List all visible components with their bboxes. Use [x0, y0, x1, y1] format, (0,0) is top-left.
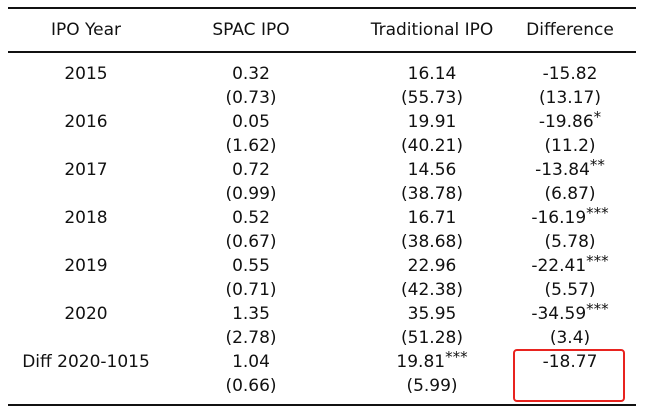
cell-trad: 16.14	[338, 62, 526, 86]
cell-value: 22.96	[407, 256, 457, 276]
cell-spac-se: (0.66)	[225, 376, 277, 396]
cell-trad: 16.71	[338, 206, 526, 230]
cell-value: 2016	[64, 112, 108, 132]
cell-value: 2018	[64, 208, 108, 228]
cell-year: 2018	[8, 206, 164, 230]
cell-spac-se: (1.62)	[225, 136, 277, 156]
significance-stars: **	[589, 156, 605, 174]
cell-diff: -22.41***	[510, 252, 630, 278]
cell-value: 35.95	[407, 304, 457, 324]
cell-trad-se: (42.38)	[401, 280, 463, 300]
cell-spac: 0.05	[164, 110, 338, 134]
cell-year: 2020	[8, 302, 164, 326]
cell-spac-se: (0.71)	[225, 280, 277, 300]
cell-spac-se: (0.73)	[225, 88, 277, 108]
significance-stars: ***	[445, 348, 468, 366]
cell-year: 2015	[8, 62, 164, 86]
cell-value: -13.84	[535, 160, 590, 180]
cell-value: -22.41	[531, 256, 587, 276]
cell-diff: -15.82	[510, 62, 630, 86]
cell-value: Diff 2020-1015	[22, 352, 150, 372]
cell-spac: 0.55	[164, 254, 338, 278]
cell-trad-se: (55.73)	[401, 88, 463, 108]
cell-spac: 0.52	[164, 206, 338, 230]
cell-trad-se: (38.78)	[401, 184, 463, 204]
table-header-rule	[8, 51, 636, 53]
cell-value: 0.52	[232, 208, 270, 228]
header-traditional-ipo: Traditional IPO	[370, 20, 494, 40]
cell-diff-se: (6.87)	[544, 184, 596, 204]
table-bottom-rule	[8, 404, 636, 406]
cell-spac: 1.35	[164, 302, 338, 326]
cell-value: 2019	[64, 256, 108, 276]
cell-trad-se: (51.28)	[401, 328, 463, 348]
header-spac-ipo: SPAC IPO	[212, 20, 290, 40]
header-difference: Difference	[526, 20, 614, 40]
cell-trad: 14.56	[338, 158, 526, 182]
cell-diff: -13.84**	[510, 156, 630, 182]
cell-year: 2016	[8, 110, 164, 134]
cell-value: 0.05	[232, 112, 270, 132]
table-top-rule	[8, 7, 636, 9]
cell-value: -16.19	[531, 208, 587, 228]
cell-trad-se: (38.68)	[401, 232, 463, 252]
cell-year: 2017	[8, 158, 164, 182]
cell-diff-se: (11.2)	[544, 136, 596, 156]
cell-value: 19.81	[396, 352, 446, 372]
cell-year: 2019	[8, 254, 164, 278]
significance-stars: *	[593, 108, 602, 126]
cell-value: 2020	[64, 304, 108, 324]
significance-stars: ***	[586, 204, 609, 222]
cell-spac: 1.04	[164, 350, 338, 374]
cell-trad-se: (5.99)	[406, 376, 458, 396]
cell-diff-se: (13.17)	[539, 88, 601, 108]
cell-spac: 0.32	[164, 62, 338, 86]
cell-trad: 19.81***	[338, 348, 526, 374]
cell-value: 2017	[64, 160, 108, 180]
significance-stars: ***	[586, 300, 609, 318]
cell-value: 1.04	[232, 352, 270, 372]
cell-spac-se: (2.78)	[225, 328, 277, 348]
cell-trad: 35.95	[338, 302, 526, 326]
cell-spac-se: (0.99)	[225, 184, 277, 204]
cell-value: 2015	[64, 64, 108, 84]
cell-value: 0.55	[232, 256, 270, 276]
cell-diff-se: (5.57)	[544, 280, 596, 300]
cell-diff-se: (3.4)	[549, 328, 591, 348]
cell-spac-se: (0.67)	[225, 232, 277, 252]
cell-spac: 0.72	[164, 158, 338, 182]
cell-value: 16.71	[407, 208, 457, 228]
cell-trad-se: (40.21)	[401, 136, 463, 156]
cell-diff: -16.19***	[510, 204, 630, 230]
highlight-box	[513, 349, 625, 402]
cell-diff: -34.59***	[510, 300, 630, 326]
cell-value: -19.86	[538, 112, 594, 132]
cell-value: -18.77	[542, 352, 598, 372]
cell-diff: -18.77	[510, 350, 630, 374]
cell-diff-se: (5.78)	[544, 232, 596, 252]
cell-trad: 19.91	[338, 110, 526, 134]
cell-value: 14.56	[407, 160, 457, 180]
cell-year: Diff 2020-1015	[8, 350, 164, 374]
significance-stars: ***	[586, 252, 609, 270]
cell-value: 0.32	[232, 64, 270, 84]
cell-value: 0.72	[232, 160, 270, 180]
header-ipo-year: IPO Year	[50, 20, 122, 40]
cell-diff: -19.86*	[510, 108, 630, 134]
cell-value: -15.82	[542, 64, 598, 84]
cell-trad: 22.96	[338, 254, 526, 278]
cell-value: -34.59	[531, 304, 587, 324]
cell-value: 16.14	[407, 64, 457, 84]
cell-value: 19.91	[407, 112, 457, 132]
cell-value: 1.35	[232, 304, 270, 324]
